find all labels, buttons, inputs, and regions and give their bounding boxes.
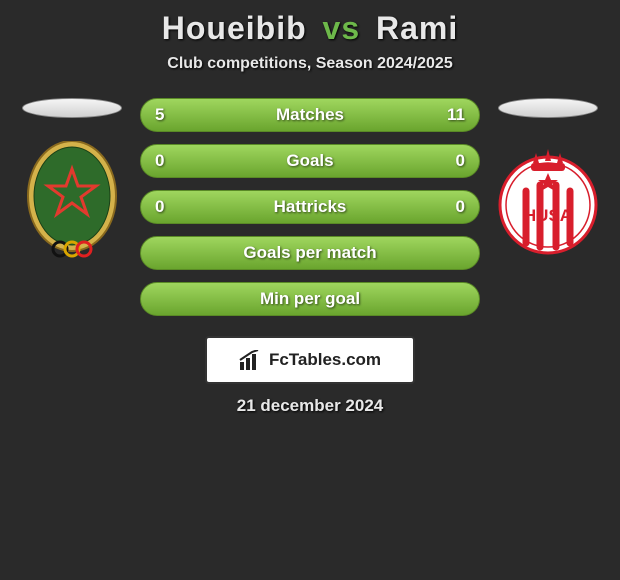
- branding-text: FcTables.com: [269, 350, 381, 370]
- stat-label: Min per goal: [260, 289, 360, 309]
- far-rabat-crest-icon: [22, 141, 122, 266]
- subtitle: Club competitions, Season 2024/2025: [0, 55, 620, 73]
- stat-bar-hattricks: 0 Hattricks 0: [140, 190, 480, 224]
- player1-name: Houeibib: [162, 10, 307, 46]
- vs-text: vs: [323, 10, 361, 46]
- stat-bar-goals-per-match: Goals per match: [140, 236, 480, 270]
- stat-label: Goals per match: [243, 243, 376, 263]
- stat-bar-min-per-goal: Min per goal: [140, 282, 480, 316]
- stat-left-value: 0: [155, 197, 164, 217]
- left-column: [22, 98, 122, 263]
- club-crest-left: [22, 143, 122, 263]
- nation-ellipse-left: [22, 98, 122, 118]
- stat-right-value: 0: [456, 151, 465, 171]
- nation-ellipse-right: [498, 98, 598, 118]
- stat-label: Matches: [276, 105, 344, 125]
- stat-label: Goals: [286, 151, 333, 171]
- stat-bar-matches: 5 Matches 11: [140, 98, 480, 132]
- infographic-root: Houeibib vs Rami Club competitions, Seas…: [0, 0, 620, 426]
- stat-right-value: 0: [456, 197, 465, 217]
- stat-bar-goals: 0 Goals 0: [140, 144, 480, 178]
- svg-text:HUSA: HUSA: [524, 206, 572, 225]
- right-column: HUSA: [498, 98, 598, 263]
- husa-crest-icon: HUSA: [498, 143, 598, 263]
- club-crest-right: HUSA: [498, 143, 598, 263]
- player2-name: Rami: [376, 10, 458, 46]
- stats-column: 5 Matches 11 0 Goals 0 0 Hattricks 0 Goa…: [140, 98, 480, 316]
- bar-chart-icon: [239, 350, 263, 370]
- body-row: 5 Matches 11 0 Goals 0 0 Hattricks 0 Goa…: [0, 98, 620, 316]
- stat-left-value: 5: [155, 105, 164, 125]
- date-text: 21 december 2024: [0, 396, 620, 416]
- branding-box: FcTables.com: [205, 336, 415, 384]
- stat-right-value: 11: [447, 105, 465, 125]
- stat-left-value: 0: [155, 151, 164, 171]
- page-title: Houeibib vs Rami: [0, 10, 620, 47]
- stat-label: Hattricks: [274, 197, 347, 217]
